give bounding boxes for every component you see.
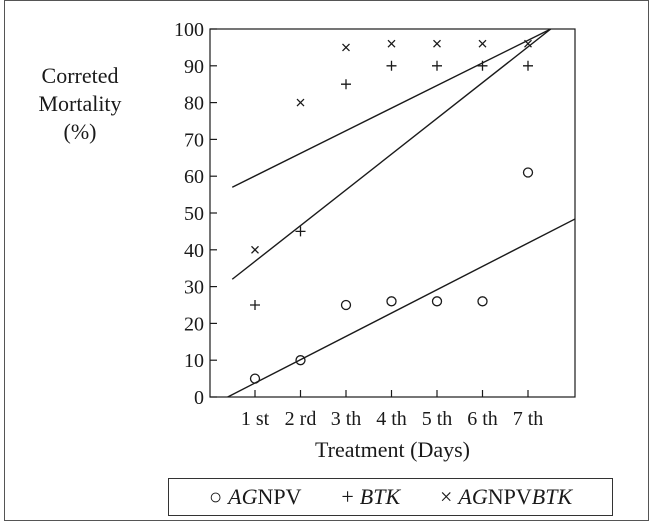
data-point-btk bbox=[477, 60, 488, 71]
legend: ○ AGNPV + BTK × AGNPVBTK bbox=[168, 478, 613, 516]
legend-label-italic-2: BTK bbox=[531, 484, 573, 509]
y-tick-label: 30 bbox=[184, 277, 204, 299]
x-tick-label: 1 st bbox=[241, 408, 270, 430]
plot-area bbox=[209, 28, 576, 398]
y-tick-label: 70 bbox=[184, 129, 204, 151]
data-point-btk bbox=[432, 60, 442, 71]
legend-label-text: NPV bbox=[257, 484, 302, 509]
x-tick-label: 2 rd bbox=[285, 408, 317, 430]
y-tick-label: 40 bbox=[184, 240, 204, 262]
x-tick-label: 4 th bbox=[376, 408, 407, 430]
data-point-agnpvbtk bbox=[433, 39, 441, 48]
y-tick-label: 50 bbox=[184, 203, 204, 225]
data-point-agnpv bbox=[295, 355, 306, 366]
data-point-agnpv bbox=[522, 167, 534, 178]
legend-label-text: NPV bbox=[487, 484, 532, 509]
data-point-agnpv bbox=[477, 296, 488, 307]
trend-line-agnpvbtk bbox=[231, 29, 552, 188]
y-tick-label: 10 bbox=[184, 350, 204, 372]
legend-label-italic: AG bbox=[228, 484, 258, 509]
legend-item-agnpv: ○ AGNPV bbox=[209, 484, 302, 510]
y-tick-label: 20 bbox=[184, 313, 204, 335]
y-tick-label: 90 bbox=[184, 56, 204, 78]
legend-label-italic: BTK bbox=[359, 484, 401, 509]
data-point-agnpvbtk bbox=[478, 39, 487, 48]
x-tick-label: 7 th bbox=[513, 408, 544, 430]
figure-frame bbox=[4, 0, 649, 521]
data-point-agnpvbtk bbox=[251, 245, 259, 254]
x-tick-label: 5 th bbox=[422, 408, 453, 430]
legend-item-btk: + BTK bbox=[341, 484, 400, 510]
data-point-agnpvbtk bbox=[524, 39, 532, 48]
x-axis-label: Treatment (Days) bbox=[315, 437, 470, 462]
y-tick-label: 100 bbox=[174, 19, 204, 41]
data-point-btk bbox=[523, 60, 533, 71]
data-point-agnpv bbox=[386, 296, 397, 307]
y-axis-label-line-1: Correted bbox=[41, 63, 119, 88]
plus-marker-icon: + bbox=[341, 484, 354, 509]
y-axis-label-line-2: Mortality bbox=[38, 91, 122, 116]
data-point-btk bbox=[341, 79, 351, 90]
cross-marker-icon: × bbox=[440, 484, 453, 509]
x-tick-label: 3 th bbox=[331, 408, 362, 430]
legend-item-agnpvbtk: × AGNPVBTK bbox=[440, 484, 572, 510]
data-point-agnpvbtk bbox=[296, 98, 305, 107]
x-tick-label: 6 th bbox=[467, 408, 498, 430]
data-point-agnpv bbox=[431, 296, 443, 307]
y-tick-label: 60 bbox=[184, 166, 204, 188]
y-tick-label: 80 bbox=[184, 93, 204, 115]
trend-line-agnpv bbox=[227, 218, 575, 397]
data-point-btk bbox=[386, 60, 397, 71]
trend-line-btk bbox=[231, 29, 552, 280]
y-axis-label-line-3: (%) bbox=[63, 119, 97, 144]
y-axis-label: Correted Mortality (%) bbox=[20, 62, 140, 146]
data-point-agnpv bbox=[340, 299, 352, 311]
legend-label-italic: AG bbox=[458, 484, 488, 509]
data-point-agnpvbtk bbox=[387, 39, 396, 48]
data-point-agnpv bbox=[249, 373, 261, 384]
circle-marker-icon: ○ bbox=[208, 484, 223, 509]
y-tick-label: 0 bbox=[194, 387, 204, 409]
data-point-btk bbox=[295, 226, 306, 237]
data-point-agnpvbtk bbox=[342, 43, 350, 52]
data-point-btk bbox=[250, 300, 260, 310]
